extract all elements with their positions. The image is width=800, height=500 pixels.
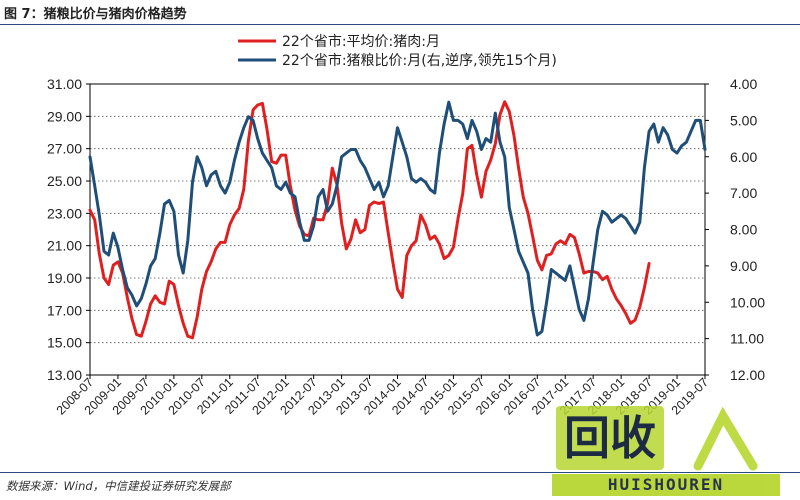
watermark-logo — [693, 406, 758, 471]
watermark-peak-icon — [693, 406, 758, 471]
right-tick-label: 11.00 — [730, 331, 764, 347]
right-tick-label: 10.00 — [730, 294, 765, 310]
left-tick-label: 23.00 — [47, 205, 82, 221]
left-tick-label: 13.00 — [47, 367, 82, 383]
watermark-badge — [556, 406, 664, 470]
chart-area: 13.00 15.00 17.00 19.00 21.00 23.00 25.00 27.00… — [47, 33, 765, 418]
left-tick-label: 27.00 — [47, 141, 82, 157]
right-tick-label: 6.00 — [730, 149, 757, 165]
left-tick-label: 31.00 — [47, 76, 82, 92]
hog-grain-ratio-series-line — [88, 100, 707, 337]
legend-label: 22个省市:猪粮比价:月(右,逆序,领先15个月) — [282, 52, 557, 69]
left-tick-label: 25.00 — [47, 173, 82, 189]
figure-title: 图 7：猪粮比价与猪肉价格趋势 — [4, 7, 187, 22]
pork-price-series-line — [88, 100, 651, 340]
legend: 22个省市:平均价:猪肉:月 22个省市:猪粮比价:月(右,逆序,领先15个月) — [238, 33, 557, 69]
right-tick-label: 5.00 — [730, 112, 757, 128]
left-tick-label: 19.00 — [47, 270, 82, 286]
left-tick-label: 15.00 — [47, 335, 82, 351]
legend-label: 22个省市:平均价:猪肉:月 — [282, 33, 440, 50]
watermark-english-text: HUISHOUREN — [552, 474, 780, 496]
right-tick-label: 12.00 — [730, 367, 765, 383]
right-axis: 4.00 5.00 6.00 7.00 8.00 9.00 10.00 11.00 12.00 — [705, 76, 765, 383]
left-tick-label: 21.00 — [47, 238, 82, 254]
watermark-chinese-text: 回收 — [564, 411, 656, 465]
left-tick-label: 29.00 — [47, 108, 82, 124]
source-divider — [0, 472, 800, 473]
right-tick-label: 4.00 — [730, 76, 757, 92]
source-note: 数据来源：Wind，中信建投证券研究发展部 — [6, 479, 231, 493]
right-tick-label: 8.00 — [730, 222, 757, 238]
series-layer — [88, 100, 707, 340]
left-axis: 13.00 15.00 17.00 19.00 21.00 23.00 25.00 27.00… — [47, 76, 90, 383]
right-tick-label: 7.00 — [730, 185, 757, 201]
right-tick-label: 9.00 — [730, 258, 757, 274]
left-tick-label: 17.00 — [47, 302, 82, 318]
title-divider — [0, 24, 800, 25]
watermark: 回收 HUISHOUREN — [548, 404, 800, 500]
